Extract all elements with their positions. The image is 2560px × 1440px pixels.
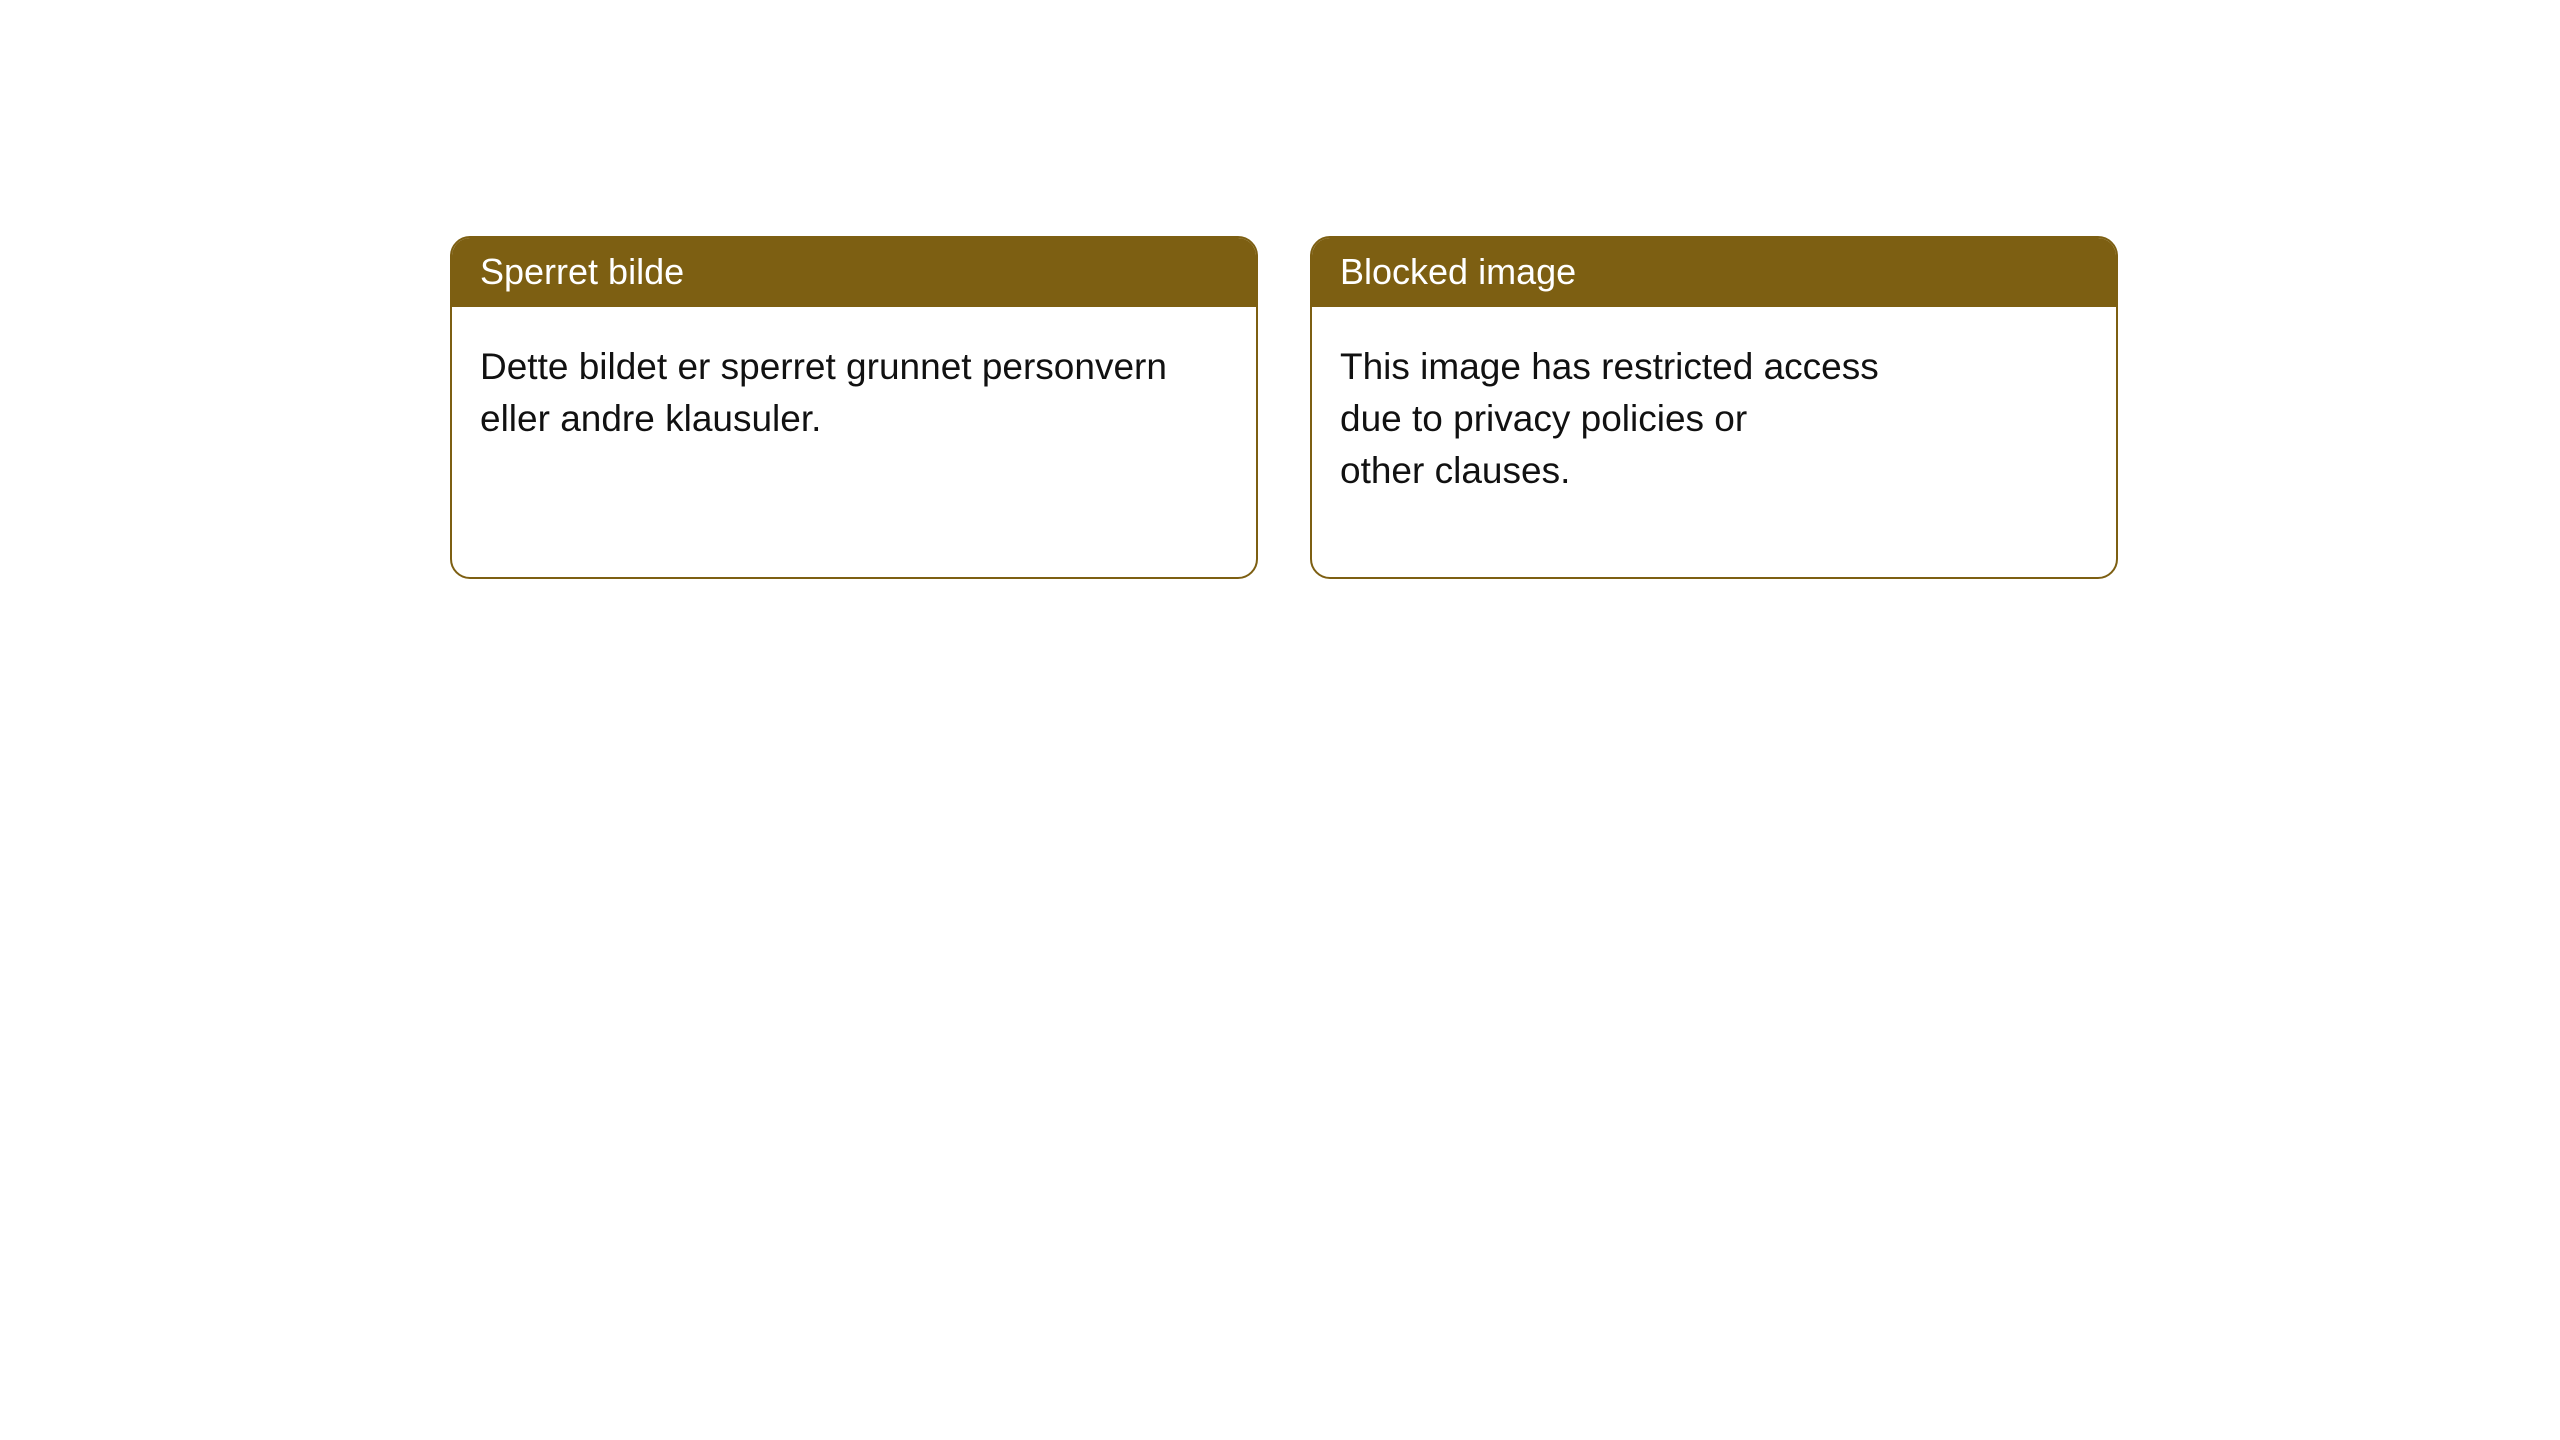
notice-body-norwegian: Dette bildet er sperret grunnet personve… <box>452 307 1256 525</box>
notice-body-english: This image has restricted access due to … <box>1312 307 1972 576</box>
notice-title-norwegian: Sperret bilde <box>452 238 1256 307</box>
notice-card-norwegian: Sperret bilde Dette bildet er sperret gr… <box>450 236 1258 579</box>
notice-title-english: Blocked image <box>1312 238 2116 307</box>
notice-container: Sperret bilde Dette bildet er sperret gr… <box>0 0 2560 579</box>
notice-card-english: Blocked image This image has restricted … <box>1310 236 2118 579</box>
